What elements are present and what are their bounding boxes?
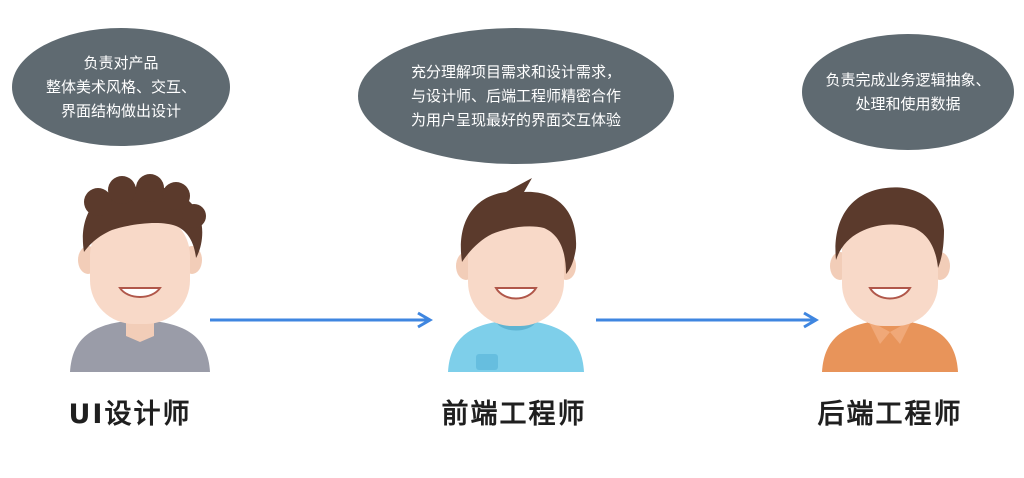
bubble-line: 为用户呈现最好的界面交互体验 — [410, 111, 621, 129]
right-arrow-icon — [596, 311, 819, 329]
frontend-avatar — [448, 178, 584, 372]
bubble-line: 界面结构做出设计 — [60, 102, 181, 120]
right-arrow-icon — [210, 311, 433, 329]
backend-role-label: 后端工程师 — [817, 399, 963, 430]
frontend-speech-bubble: 充分理解项目需求和设计需求， 与设计师、后端工程师精密合作 为用户呈现最好的界面… — [358, 28, 674, 164]
bubble-line: 充分理解项目需求和设计需求， — [410, 63, 621, 81]
backend-avatar — [822, 187, 958, 372]
designer-role-label: UI设计师 — [68, 399, 192, 430]
backend-speech-bubble: 负责完成业务逻辑抽象、 处理和使用数据 — [802, 34, 1014, 150]
bubble-line: 负责完成业务逻辑抽象、 — [825, 71, 991, 89]
bubble-line: 处理和使用数据 — [855, 95, 961, 113]
bubble-line: 整体美术风格、交互、 — [45, 78, 196, 96]
designer-speech-bubble: 负责对产品 整体美术风格、交互、 界面结构做出设计 — [12, 28, 230, 146]
designer-avatar — [70, 174, 210, 372]
bubble-line: 与设计师、后端工程师精密合作 — [410, 87, 621, 105]
frontend-role-label: 前端工程师 — [441, 399, 587, 430]
bubble-line: 负责对产品 — [83, 54, 159, 72]
